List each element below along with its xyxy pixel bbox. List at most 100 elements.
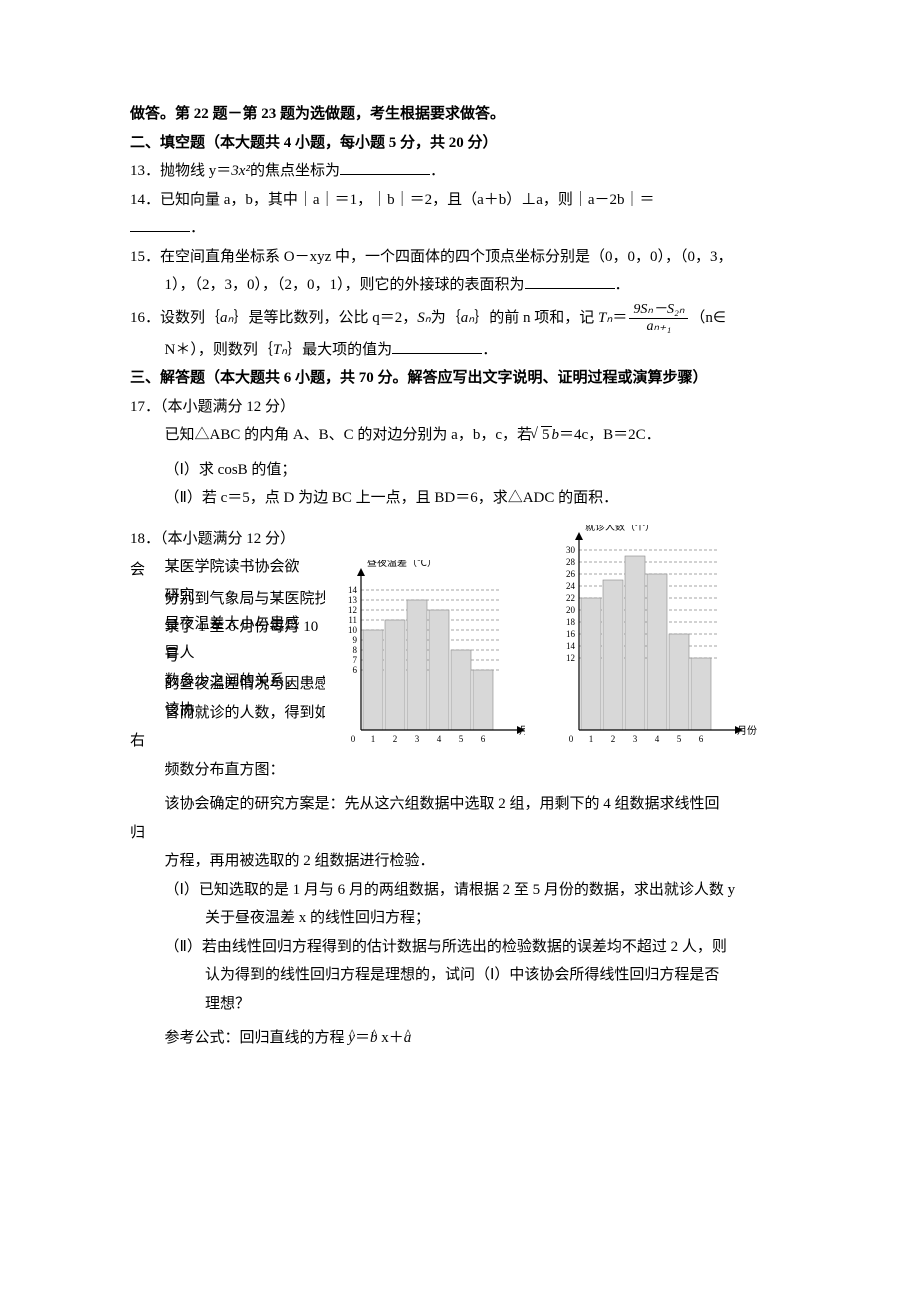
question-17-p2: （Ⅱ）若 c＝5，点 D 为边 BC 上一点，且 BD＝6，求△ADC 的面积． bbox=[165, 484, 791, 513]
svg-text:5: 5 bbox=[677, 734, 682, 744]
svg-text:0: 0 bbox=[569, 734, 574, 744]
q18-ref-b: x＋ bbox=[377, 1030, 403, 1046]
svg-text:5: 5 bbox=[459, 734, 464, 744]
chart-temperature: 678910111213141234560昼夜温差（℃）月份 bbox=[325, 560, 525, 750]
q16-eq: ＝ bbox=[612, 310, 627, 326]
q18-t8: 频数分布直方图： bbox=[165, 756, 791, 785]
question-17-p1: （Ⅰ）求 cosB 的值； bbox=[165, 456, 791, 485]
svg-text:24: 24 bbox=[566, 581, 576, 591]
question-14-line2: ． bbox=[130, 214, 790, 243]
svg-text:9: 9 bbox=[353, 635, 358, 645]
svg-text:6: 6 bbox=[353, 665, 358, 675]
q16-fraction: 9Sₙ－S₂ₙaₙ₊₁ bbox=[629, 302, 688, 334]
q16-l2b: ｝最大项的值为 bbox=[287, 342, 392, 358]
q17-l1a: 已知△ABC 的内角 A、B、C 的对边分别为 a，b，c，若 bbox=[165, 427, 533, 443]
q16-text-a: 设数列｛ bbox=[160, 310, 220, 326]
svg-text:1: 1 bbox=[589, 734, 594, 744]
q15-num: 15． bbox=[130, 249, 160, 265]
q18-ref-a: 参考公式：回归直线的方程 bbox=[165, 1030, 349, 1046]
svg-text:1: 1 bbox=[371, 734, 376, 744]
svg-text:6: 6 bbox=[481, 734, 486, 744]
q14-blank bbox=[130, 216, 190, 232]
svg-text:18: 18 bbox=[566, 617, 576, 627]
question-17-header: 17．（本小题满分 12 分） bbox=[130, 393, 790, 422]
q16-tail: ． bbox=[482, 342, 497, 358]
svg-text:13: 13 bbox=[348, 595, 358, 605]
q18-ref: 参考公式：回归直线的方程 y＝b x＋a bbox=[165, 1024, 791, 1053]
q15-blank bbox=[525, 273, 615, 289]
q18-t2: 昼夜温差大小与患感冒人 bbox=[165, 610, 301, 667]
q16-text-e: （n∈ bbox=[690, 310, 726, 326]
q16-text-c: 为｛ bbox=[431, 310, 461, 326]
q16-Tn: Tₙ bbox=[598, 310, 612, 326]
y-hat: y bbox=[348, 1030, 355, 1046]
q18-plan2: 方程，再用被选取的 2 组数据进行检验． bbox=[165, 847, 791, 876]
q18-p1b: 关于昼夜温差 x 的线性回归方程； bbox=[205, 904, 790, 933]
svg-text:月份: 月份 bbox=[519, 725, 525, 737]
chart-patients: 121416182022242628301234560就诊人数（个）月份 bbox=[543, 525, 758, 750]
q13-text-b: 的焦点坐标为 bbox=[250, 163, 340, 179]
header-line-2: 二、填空题（本大题共 4 小题，每小题 5 分，共 20 分） bbox=[130, 129, 790, 158]
svg-text:2: 2 bbox=[611, 734, 616, 744]
q13-blank bbox=[340, 159, 430, 175]
question-18-charts: 678910111213141234560昼夜温差（℃）月份 121416182… bbox=[325, 525, 758, 750]
svg-text:0: 0 bbox=[351, 734, 356, 744]
svg-text:就诊人数（个）: 就诊人数（个） bbox=[585, 525, 655, 533]
svg-text:12: 12 bbox=[348, 605, 357, 615]
a-hat: a bbox=[404, 1030, 412, 1046]
q13-tail: ． bbox=[430, 163, 445, 179]
q17-num: 17． bbox=[130, 399, 160, 415]
b-hat: b bbox=[370, 1030, 378, 1046]
q16-frac-num: 9Sₙ－S₂ₙ bbox=[629, 302, 688, 318]
q18-p2a: （Ⅱ）若由线性回归方程得到的估计数据与所选出的检验数据的误差均不超过 2 人，则 bbox=[165, 933, 791, 962]
svg-text:3: 3 bbox=[415, 734, 420, 744]
svg-text:昼夜温差（℃）: 昼夜温差（℃） bbox=[367, 560, 437, 569]
q15-l2: 1），（2，3，0），（2，0，1），则它的外接球的表面积为 bbox=[165, 277, 525, 293]
q17-sqrt: 5 bbox=[541, 426, 552, 443]
svg-text:7: 7 bbox=[353, 655, 358, 665]
q16-an-1: aₙ bbox=[220, 310, 233, 326]
q15-l1: 在空间直角坐标系 O－xyz 中，一个四面体的四个顶点坐标分别是（0，0，0），… bbox=[160, 249, 733, 265]
svg-text:16: 16 bbox=[566, 629, 576, 639]
q18-pts: （本小题满分 12 分） bbox=[160, 531, 295, 547]
q18-p1a: （Ⅰ）已知选取的是 1 月与 6 月的两组数据，请根据 2 至 5 月份的数据，… bbox=[165, 876, 791, 905]
question-17-l1: 已知△ABC 的内角 A、B、C 的对边分别为 a，b，c，若 5b＝4c，B＝2… bbox=[165, 421, 791, 450]
q14-num: 14． bbox=[130, 192, 160, 208]
svg-text:20: 20 bbox=[566, 605, 576, 615]
q17-pts: （本小题满分 12 分） bbox=[160, 399, 295, 415]
question-13: 13．抛物线 y＝3x²的焦点坐标为． bbox=[130, 157, 790, 186]
q14-text: 已知向量 a，b，其中｜a｜＝1，｜b｜＝2，且（a＋b）⊥a，则｜a－2b｜＝ bbox=[160, 192, 655, 208]
svg-text:月份: 月份 bbox=[737, 725, 757, 737]
q18-plan: 该协会确定的研究方案是：先从这六组数据中选取 2 组，用剩下的 4 组数据求线性… bbox=[165, 790, 791, 819]
svg-text:14: 14 bbox=[348, 585, 358, 595]
question-18-row: 18．（本小题满分 12 分） 某医学院读书协会欲研究 昼夜温差大小与患感冒人 … bbox=[130, 525, 790, 585]
svg-text:4: 4 bbox=[437, 734, 442, 744]
q17-l1c: ＝4c，B＝2C． bbox=[559, 427, 661, 443]
question-14: 14．已知向量 a，b，其中｜a｜＝1，｜b｜＝2，且（a＋b）⊥a，则｜a－2… bbox=[130, 186, 790, 215]
question-18-header: 18．（本小题满分 12 分） bbox=[130, 525, 300, 554]
q18-ref-eq: ＝ bbox=[355, 1030, 370, 1046]
svg-text:26: 26 bbox=[566, 569, 576, 579]
q13-text-a: 抛物线 y＝ bbox=[160, 163, 231, 179]
header-line-1: 做答。第 22 题－第 23 题为选做题，考生根据要求做答。 bbox=[130, 100, 790, 129]
q14-tail: ． bbox=[190, 220, 205, 236]
svg-text:6: 6 bbox=[699, 734, 704, 744]
q16-l2a: N＊），则数列｛ bbox=[165, 342, 273, 358]
chart-temperature-svg: 678910111213141234560昼夜温差（℃）月份 bbox=[325, 560, 525, 750]
chart-patients-svg: 121416182022242628301234560就诊人数（个）月份 bbox=[543, 525, 758, 750]
q13-num: 13． bbox=[130, 163, 160, 179]
question-18-text-col: 18．（本小题满分 12 分） 某医学院读书协会欲研究 昼夜温差大小与患感冒人 … bbox=[130, 525, 300, 725]
q18-num: 18． bbox=[130, 531, 160, 547]
q16-blank bbox=[392, 338, 482, 354]
svg-text:30: 30 bbox=[566, 545, 576, 555]
q16-frac-den: aₙ₊₁ bbox=[629, 319, 688, 334]
q16-text-b: ｝是等比数列，公比 q＝2， bbox=[234, 310, 418, 326]
section-3-title: 三、解答题（本大题共 6 小题，共 70 分。解答应写出文字说明、证明过程或演算… bbox=[130, 364, 790, 393]
sqrt-icon: 5 bbox=[532, 421, 552, 450]
q16-num: 16． bbox=[130, 310, 160, 326]
question-16-l2: N＊），则数列｛Tₙ｝最大项的值为． bbox=[165, 336, 791, 365]
svg-text:22: 22 bbox=[566, 593, 575, 603]
q17-l1b: b bbox=[552, 427, 560, 443]
svg-text:8: 8 bbox=[353, 645, 358, 655]
q18-plan-out: 归 bbox=[130, 819, 790, 848]
